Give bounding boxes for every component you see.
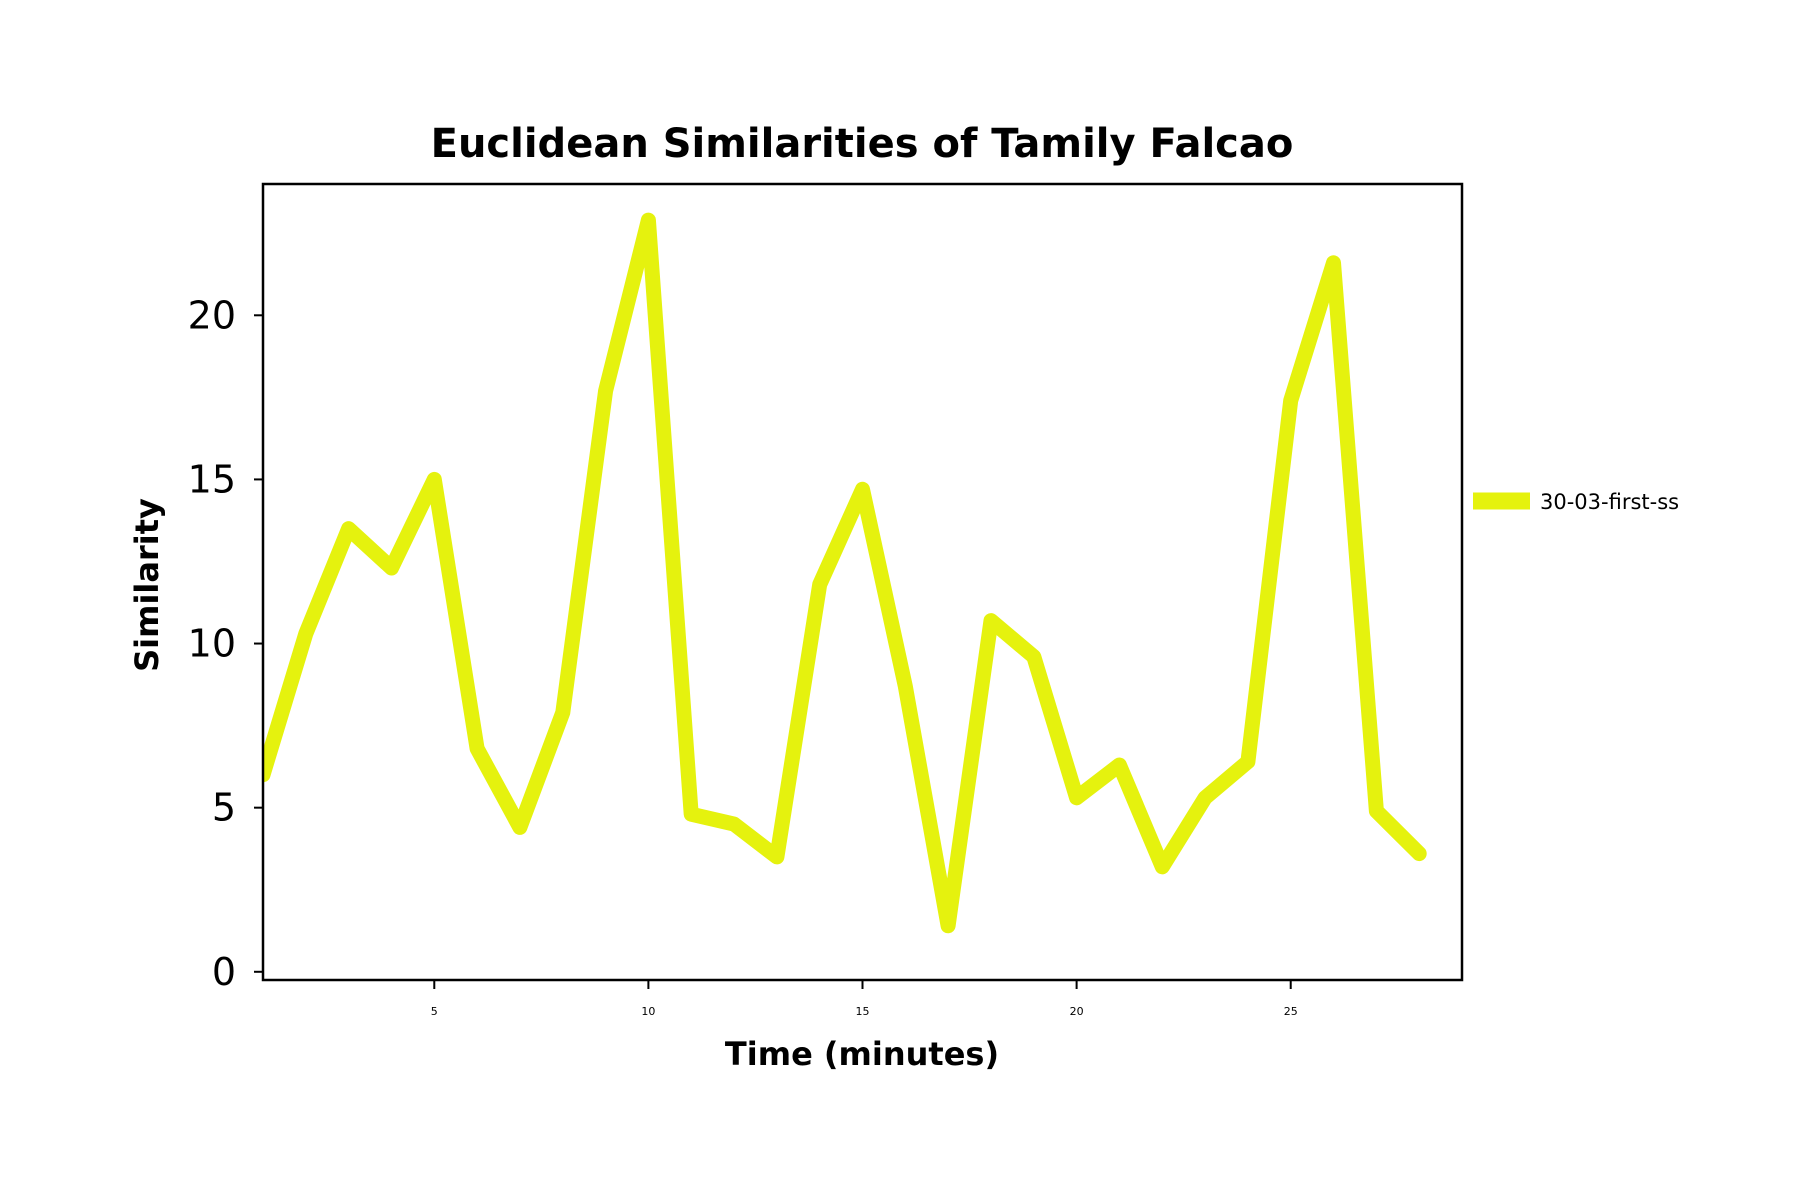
x-tick-label: 15 (856, 1005, 870, 1018)
y-axis: 0 5 10 15 20 (188, 293, 263, 994)
x-axis: 5 10 15 20 25 (431, 980, 1298, 1018)
y-tick-label: 5 (212, 786, 236, 830)
x-tick-label: 20 (1070, 1005, 1084, 1018)
series-line-0 (263, 212, 1427, 934)
plot-frame (261, 182, 1464, 982)
y-axis-label: Similarity (128, 498, 166, 672)
x-axis-label: Time (minutes) (725, 1035, 999, 1073)
x-tick-label: 5 (431, 1005, 438, 1018)
y-tick-label: 20 (188, 293, 236, 337)
legend: 30-03-first-ss (1473, 490, 1679, 514)
y-tick-label: 10 (188, 622, 236, 666)
chart-title: Euclidean Similarities of Tamily Falcao (431, 121, 1294, 167)
y-tick-label: 0 (212, 950, 236, 994)
plot-area (263, 212, 1427, 934)
x-tick-label: 10 (641, 1005, 655, 1018)
legend-label: 30-03-first-ss (1540, 490, 1679, 514)
y-tick-label: 15 (188, 457, 236, 501)
x-tick-label: 25 (1284, 1005, 1298, 1018)
